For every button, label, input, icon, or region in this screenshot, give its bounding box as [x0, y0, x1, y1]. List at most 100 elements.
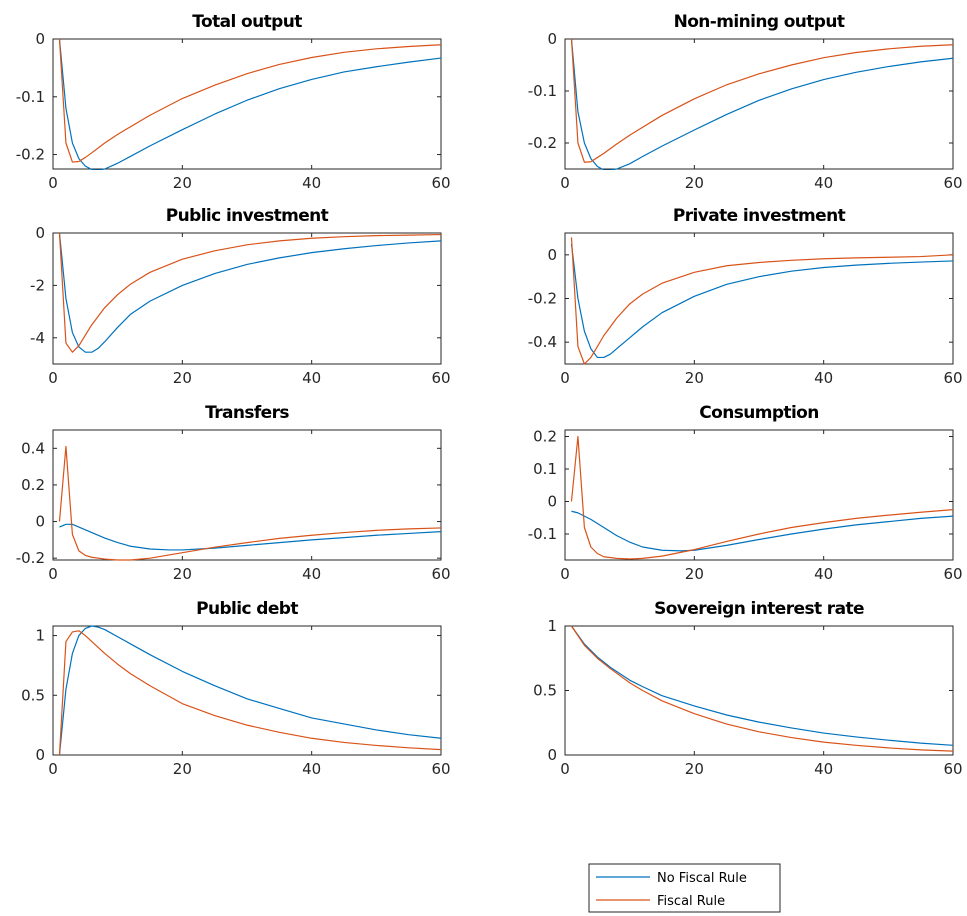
x-tick-label: 20	[173, 565, 192, 583]
y-tick-label: -0.1	[528, 525, 557, 543]
axes-box-total-output	[52, 38, 442, 170]
axes-box-consumption	[564, 429, 954, 561]
y-tick-label: 0	[35, 746, 45, 764]
x-tick-label: 40	[814, 760, 833, 778]
axes-box-public-debt	[52, 625, 442, 756]
y-tick-label: -0.4	[528, 333, 557, 351]
y-tick-label: -0.1	[528, 82, 557, 100]
x-tick-label: 60	[943, 174, 962, 192]
panel-sovereign-interest-rate: Sovereign interest rate 0 20 40 60 0 0.5 1	[533, 599, 962, 778]
panel-title-consumption: Consumption	[699, 403, 819, 423]
panel-title-sovereign-interest-rate: Sovereign interest rate	[654, 599, 864, 619]
axes-box-public-investment	[52, 232, 442, 365]
x-tick-label: 60	[943, 760, 962, 778]
x-tick-label: 60	[431, 174, 450, 192]
x-tick-label: 0	[560, 760, 570, 778]
y-tick-label: 0	[547, 493, 557, 511]
legend-label-fiscal-rule: Fiscal Rule	[657, 894, 725, 909]
y-tick-label: 0	[547, 746, 557, 764]
x-tick-label: 20	[685, 760, 704, 778]
series-line-no-fiscal-rule-non-mining-output	[570, 38, 953, 170]
y-tick-label: -0.2	[16, 146, 45, 164]
x-tick-label: 60	[431, 760, 450, 778]
panel-public-investment: Public investment 0 20 40 60 -4 -2 0	[30, 206, 451, 387]
series-line-no-fiscal-rule-private-investment	[570, 243, 953, 359]
series-line-fiscal-rule-public-debt	[58, 630, 441, 756]
series-line-no-fiscal-rule-sovereign-interest-rate	[570, 625, 953, 746]
x-tick-label: 40	[302, 174, 321, 192]
panel-title-non-mining-output: Non-mining output	[674, 12, 845, 32]
x-tick-label: 40	[814, 565, 833, 583]
panel-public-debt: Public debt 0 20 40 60 0 0.5 1	[21, 599, 450, 778]
x-tick-label: 40	[302, 369, 321, 387]
series-line-no-fiscal-rule-transfers	[59, 523, 441, 551]
y-tick-label: 0.5	[21, 686, 45, 704]
series-line-no-fiscal-rule-public-investment	[58, 232, 441, 353]
x-tick-label: 40	[302, 565, 321, 583]
x-tick-label: 60	[943, 369, 962, 387]
series-line-no-fiscal-rule-total-output	[58, 38, 441, 170]
x-tick-label: 20	[173, 760, 192, 778]
x-tick-label: 60	[943, 565, 962, 583]
y-tick-label: 0.5	[533, 682, 557, 700]
y-tick-label: -4	[30, 329, 45, 347]
x-tick-label: 0	[48, 369, 58, 387]
x-tick-label: 20	[685, 369, 704, 387]
series-line-fiscal-rule-private-investment	[570, 237, 953, 365]
y-tick-label: -2	[30, 276, 45, 294]
series-line-fiscal-rule-public-investment	[58, 232, 441, 353]
x-tick-label: 0	[560, 174, 570, 192]
axes-box-transfers	[52, 429, 442, 561]
x-tick-label: 20	[685, 565, 704, 583]
y-tick-label: 1	[547, 617, 557, 635]
y-tick-label: 1	[35, 627, 45, 645]
y-tick-label: 0.1	[533, 460, 557, 478]
x-tick-label: 0	[560, 565, 570, 583]
panel-title-total-output: Total output	[192, 12, 302, 32]
y-tick-label: 0	[547, 246, 557, 264]
x-tick-label: 20	[173, 369, 192, 387]
y-tick-label: 0	[35, 224, 45, 242]
series-line-fiscal-rule-consumption	[570, 435, 953, 560]
y-tick-label: 0	[35, 30, 45, 48]
panel-title-transfers: Transfers	[205, 403, 289, 423]
x-tick-label: 60	[431, 369, 450, 387]
axes-box-private-investment	[564, 232, 954, 365]
y-tick-label: 0	[35, 513, 45, 531]
y-tick-label: -0.2	[528, 290, 557, 308]
y-tick-label: 0	[547, 30, 557, 48]
series-line-fiscal-rule-transfers	[58, 445, 441, 561]
panel-title-public-investment: Public investment	[166, 206, 329, 226]
legend-box	[588, 863, 781, 913]
y-tick-label: -0.2	[16, 549, 45, 567]
panel-private-investment: Private investment 0 20 40 60 -0.4 -0.2 0	[528, 206, 963, 387]
series-line-fiscal-rule-sovereign-interest-rate	[570, 625, 953, 752]
y-tick-label: 0.2	[533, 428, 557, 446]
x-tick-label: 0	[560, 369, 570, 387]
x-tick-label: 0	[48, 174, 58, 192]
x-tick-label: 40	[814, 369, 833, 387]
x-tick-label: 0	[48, 760, 58, 778]
legend: No Fiscal Rule Fiscal Rule	[588, 863, 781, 913]
panel-non-mining-output: Non-mining output 0 20 40 60 -0.2 -0.1 0	[528, 12, 963, 192]
axes-box-sovereign-interest-rate	[564, 625, 954, 756]
y-tick-label: 0.2	[21, 476, 45, 494]
series-line-fiscal-rule-total-output	[58, 38, 441, 163]
panel-title-private-investment: Private investment	[673, 206, 846, 226]
x-tick-label: 60	[431, 565, 450, 583]
series-line-no-fiscal-rule-public-debt	[58, 625, 441, 756]
panel-title-public-debt: Public debt	[196, 599, 298, 619]
y-tick-label: 0.4	[21, 439, 45, 457]
y-tick-label: -0.1	[16, 88, 45, 106]
x-tick-label: 20	[685, 174, 704, 192]
series-line-fiscal-rule-non-mining-output	[570, 38, 953, 163]
y-tick-label: -0.2	[528, 134, 557, 152]
x-tick-label: 20	[173, 174, 192, 192]
x-tick-label: 0	[48, 565, 58, 583]
legend-label-no-fiscal-rule: No Fiscal Rule	[657, 871, 747, 886]
x-tick-label: 40	[814, 174, 833, 192]
panel-total-output: Total output 0 20 40 60 -0.2 -0.1 0	[16, 12, 451, 192]
x-tick-label: 40	[302, 760, 321, 778]
panel-consumption: Consumption 0 20 40 60 -0.1 0 0.1 0.2	[528, 403, 963, 583]
